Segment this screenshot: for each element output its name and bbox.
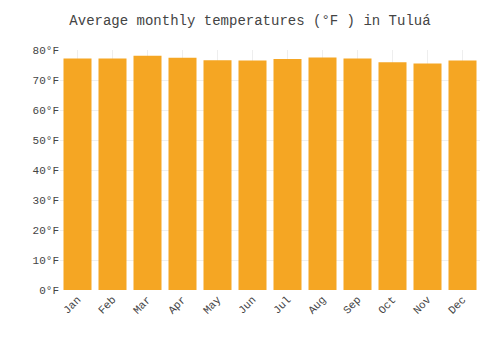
svg-text:Dec: Dec xyxy=(446,294,468,316)
svg-text:10°F: 10°F xyxy=(33,255,59,267)
svg-text:0°F: 0°F xyxy=(39,285,59,297)
svg-text:May: May xyxy=(201,294,224,317)
svg-text:20°F: 20°F xyxy=(33,225,59,237)
svg-text:70°F: 70°F xyxy=(33,75,59,87)
svg-text:Average monthly temperatures (: Average monthly temperatures (°F ) in Tu… xyxy=(69,13,430,29)
svg-text:50°F: 50°F xyxy=(33,135,59,147)
svg-text:Aug: Aug xyxy=(306,294,328,316)
svg-text:Nov: Nov xyxy=(411,294,434,317)
svg-text:30°F: 30°F xyxy=(33,195,59,207)
svg-text:Mar: Mar xyxy=(131,294,153,316)
svg-text:60°F: 60°F xyxy=(33,105,59,117)
svg-text:80°F: 80°F xyxy=(33,45,59,57)
svg-text:Sep: Sep xyxy=(341,294,363,316)
svg-text:Jan: Jan xyxy=(61,294,83,316)
svg-text:40°F: 40°F xyxy=(33,165,59,177)
svg-text:Oct: Oct xyxy=(376,294,398,316)
svg-text:Jun: Jun xyxy=(236,294,258,316)
svg-text:Apr: Apr xyxy=(166,294,188,316)
svg-text:Jul: Jul xyxy=(271,294,293,316)
svg-text:Feb: Feb xyxy=(96,294,118,316)
